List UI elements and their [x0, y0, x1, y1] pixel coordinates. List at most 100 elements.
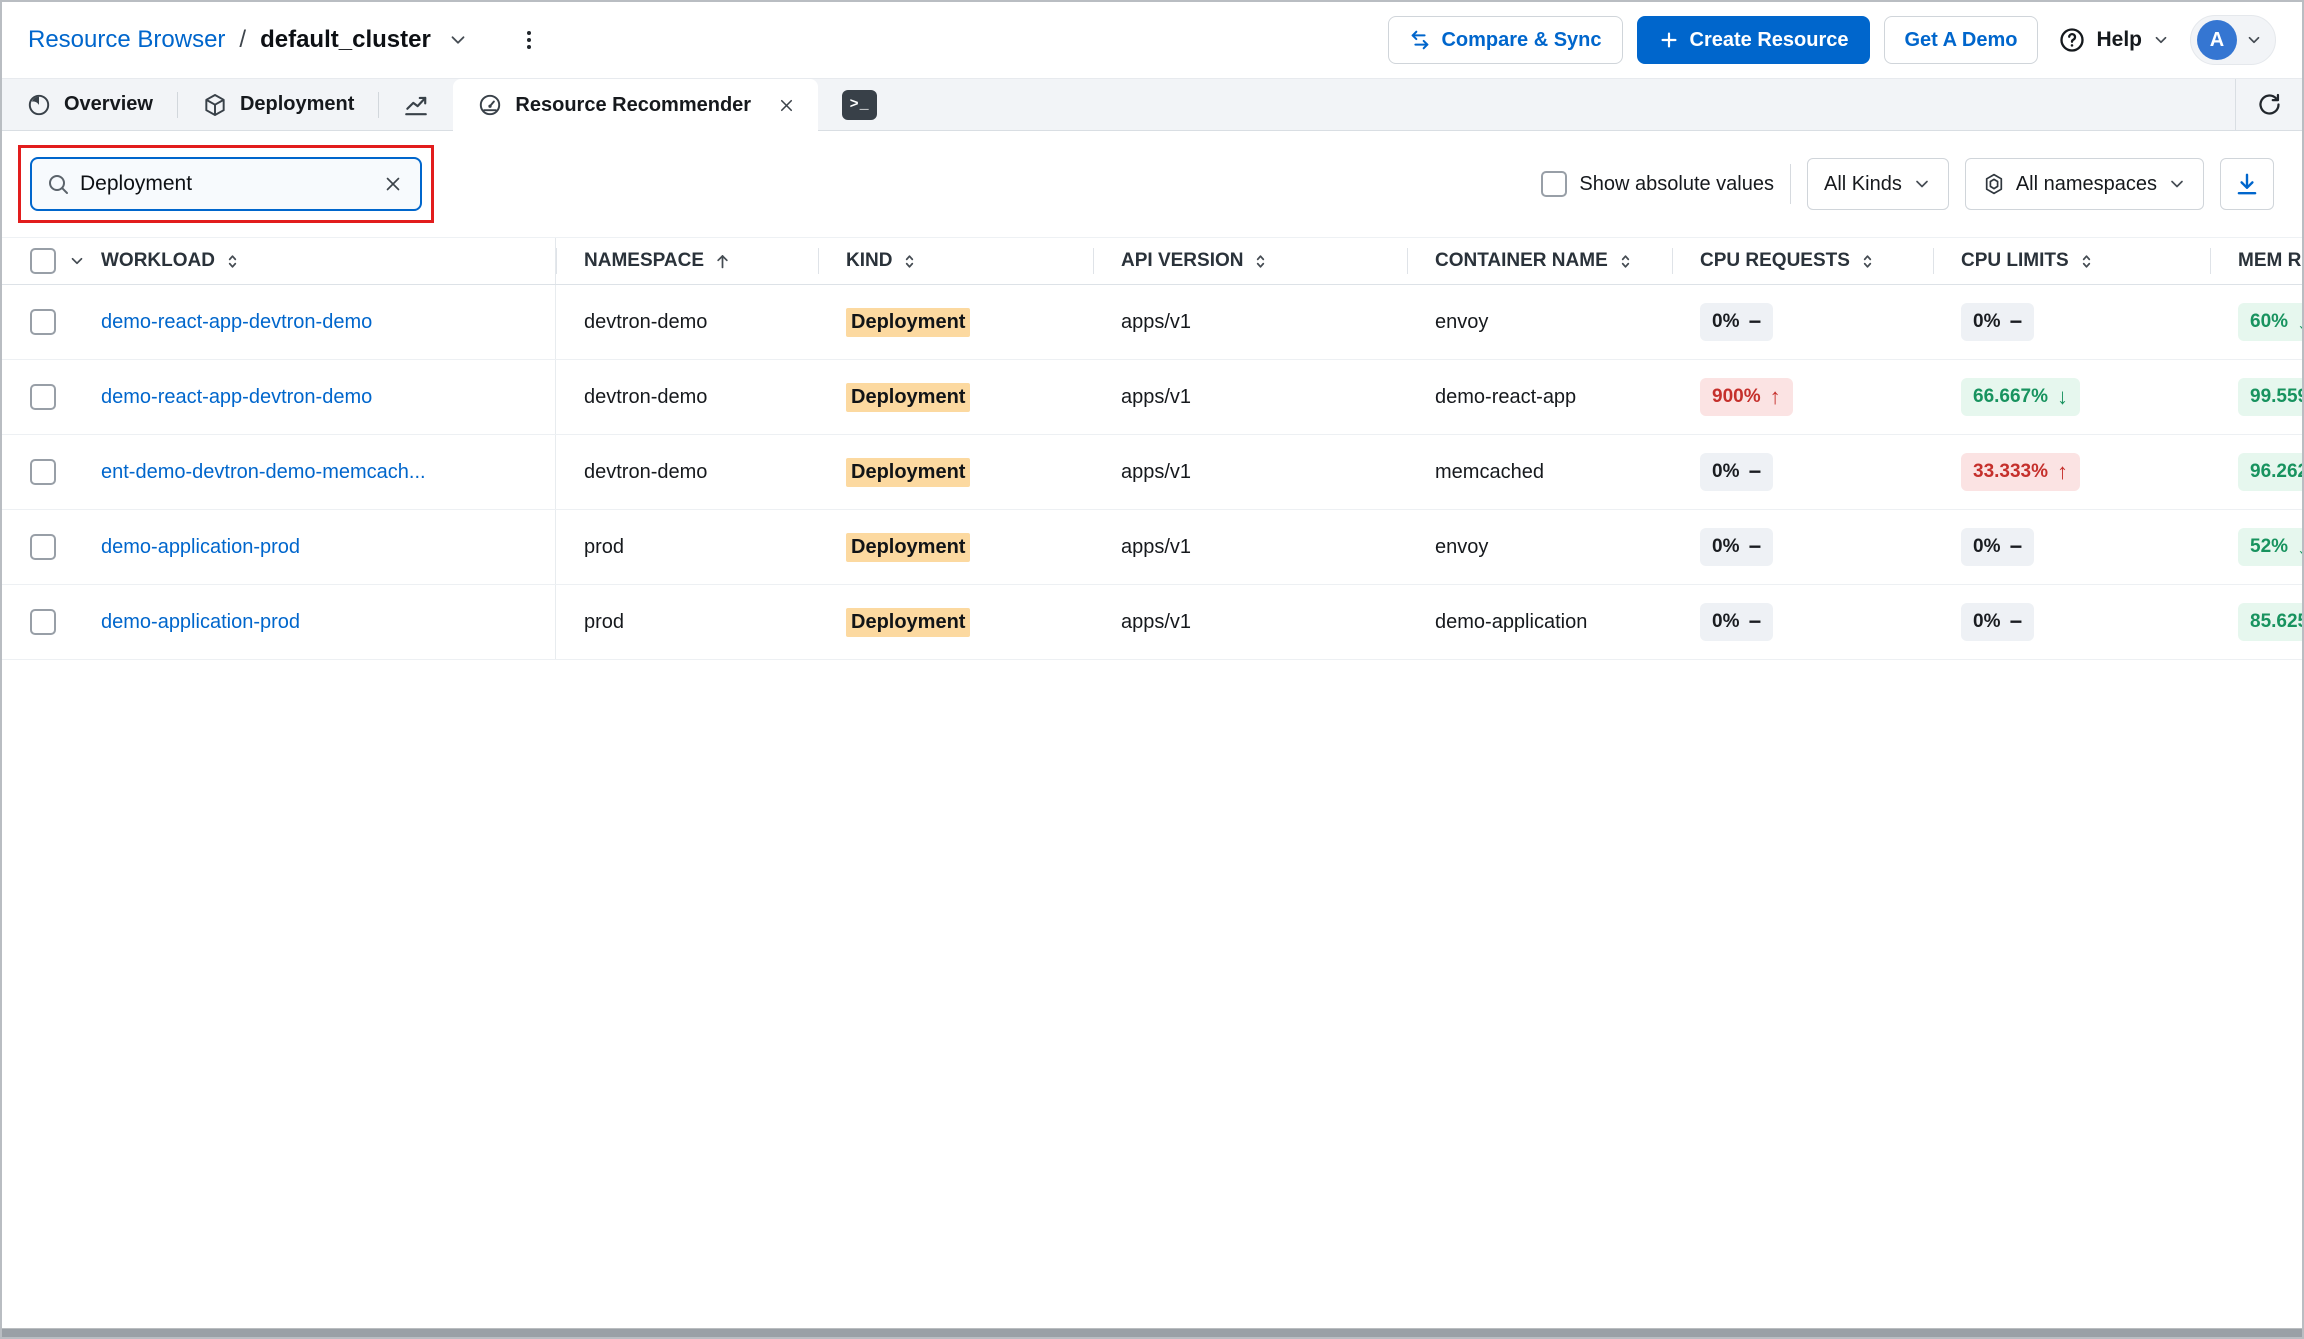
- row-checkbox[interactable]: [30, 309, 56, 335]
- select-all-chevron-down-icon[interactable]: [68, 252, 86, 270]
- cpu-limits-cell: 33.333% ↑: [1933, 435, 2210, 509]
- container-name-cell: envoy: [1435, 310, 1489, 333]
- kind-highlight: Deployment: [846, 607, 971, 637]
- row-checkbox[interactable]: [30, 459, 56, 485]
- help-chevron-down-icon: [2152, 31, 2170, 49]
- show-absolute-values-label: Show absolute values: [1579, 172, 1774, 195]
- sort-both-icon: [224, 253, 241, 270]
- row-checkbox[interactable]: [30, 609, 56, 635]
- sort-ascending-icon: [713, 252, 732, 271]
- overview-icon: [26, 92, 52, 118]
- cpu-limits-badge: 33.333% ↑: [1961, 453, 2081, 491]
- user-menu[interactable]: A: [2190, 15, 2276, 65]
- column-header-cpu-requests[interactable]: CPU REQUESTS: [1672, 238, 1933, 284]
- chevron-down-icon: [1912, 174, 1932, 194]
- cluster-kebab-menu-icon[interactable]: [513, 24, 545, 56]
- breadcrumb-resource-browser-link[interactable]: Resource Browser: [28, 26, 226, 53]
- create-resource-button[interactable]: Create Resource: [1636, 16, 1870, 64]
- compare-sync-button[interactable]: Compare & Sync: [1388, 16, 1623, 64]
- column-header-container-name[interactable]: CONTAINER NAME: [1407, 238, 1672, 284]
- breadcrumb: Resource Browser / default_cluster: [28, 24, 545, 56]
- api-version-cell: apps/v1: [1121, 610, 1192, 633]
- row-select-cell: [2, 585, 95, 659]
- tab-strip-divider: [2235, 79, 2236, 130]
- cpu-limits-cell: 0% −: [1933, 510, 2210, 584]
- download-icon[interactable]: [2220, 158, 2274, 210]
- workload-link[interactable]: demo-application-prod: [101, 610, 301, 633]
- tab-divider: [176, 91, 178, 118]
- container-name-cell: memcached: [1435, 460, 1544, 483]
- search-input[interactable]: [80, 172, 370, 196]
- tab-overview[interactable]: Overview: [2, 79, 177, 130]
- mem-requests-cell: 85.625: [2210, 585, 2302, 659]
- namespace-hexagon-icon: [1982, 172, 2006, 196]
- column-header-api-version[interactable]: API VERSION: [1093, 238, 1407, 284]
- show-absolute-values-checkbox[interactable]: [1541, 171, 1568, 197]
- cpu-requests-cell: 0% −: [1672, 285, 1933, 359]
- row-checkbox[interactable]: [30, 534, 56, 560]
- workload-link[interactable]: ent-demo-devtron-demo-memcach...: [101, 460, 426, 483]
- namespace-cell: devtron-demo: [584, 385, 708, 408]
- trend-icon: ↓: [2057, 384, 2069, 409]
- api-version-cell: apps/v1: [1121, 310, 1192, 333]
- show-absolute-values-toggle[interactable]: Show absolute values: [1541, 171, 1774, 197]
- cpu-requests-cell: 0% −: [1672, 435, 1933, 509]
- toolbar: Show absolute values All Kinds All names…: [2, 131, 2302, 237]
- workload-cell: demo-application-prod: [95, 510, 556, 584]
- table-row: demo-react-app-devtron-demo devtron-demo…: [2, 285, 2302, 360]
- kind-cell: Deployment: [818, 585, 1093, 659]
- namespace-filter-dropdown[interactable]: All namespaces: [1964, 158, 2204, 210]
- mem-requests-cell: 96.262: [2210, 435, 2302, 509]
- tab-deployment[interactable]: Deployment: [178, 79, 378, 130]
- column-header-mem-requests[interactable]: MEM REQUESTS: [2210, 238, 2302, 284]
- tab-terminal[interactable]: >_: [818, 79, 901, 130]
- avatar: A: [2197, 20, 2237, 60]
- search-clear-icon[interactable]: [380, 171, 406, 197]
- row-select-cell: [2, 360, 95, 434]
- kind-cell: Deployment: [818, 510, 1093, 584]
- cpu-limits-badge: 0% −: [1961, 303, 2035, 341]
- column-header-namespace[interactable]: NAMESPACE: [556, 238, 818, 284]
- tab-resource-recommender[interactable]: Resource Recommender: [453, 79, 819, 131]
- api-version-cell: apps/v1: [1121, 535, 1192, 558]
- header-actions: Compare & Sync Create Resource Get A Dem…: [1388, 15, 2276, 65]
- trend-icon: ↓: [2297, 311, 2302, 333]
- mem-requests-badge: 96.262: [2238, 453, 2302, 491]
- container-name-cell: demo-react-app: [1435, 385, 1577, 408]
- trend-icon: ↓: [2297, 536, 2302, 558]
- chart-trend-icon: [403, 92, 429, 118]
- help-menu[interactable]: Help: [2058, 26, 2170, 54]
- sort-both-icon: [1617, 253, 1634, 270]
- cpu-requests-cell: 900% ↑: [1672, 360, 1933, 434]
- kind-highlight: Deployment: [846, 307, 971, 337]
- sort-both-icon: [1859, 253, 1876, 270]
- kind-filter-dropdown[interactable]: All Kinds: [1807, 158, 1949, 210]
- get-a-demo-button[interactable]: Get A Demo: [1883, 16, 2039, 64]
- table-row: ent-demo-devtron-demo-memcach... devtron…: [2, 435, 2302, 510]
- table-row: demo-application-prod prod Deployment ap…: [2, 510, 2302, 585]
- kind-cell: Deployment: [818, 360, 1093, 434]
- select-all-checkbox[interactable]: [30, 248, 56, 274]
- refresh-icon[interactable]: [2236, 79, 2302, 130]
- row-select-cell: [2, 510, 95, 584]
- column-header-cpu-limits[interactable]: CPU LIMITS: [1933, 238, 2210, 284]
- row-checkbox[interactable]: [30, 384, 56, 410]
- workload-link[interactable]: demo-react-app-devtron-demo: [101, 310, 373, 333]
- toolbar-divider: [1790, 164, 1791, 204]
- tab-monitoring[interactable]: [379, 79, 453, 130]
- cpu-limits-cell: 0% −: [1933, 585, 2210, 659]
- api-version-cell: apps/v1: [1121, 385, 1192, 408]
- sort-both-icon: [1252, 253, 1269, 270]
- column-header-workload[interactable]: WORKLOAD: [95, 238, 556, 284]
- column-header-kind[interactable]: KIND: [818, 238, 1093, 284]
- cluster-switch-chevron-down-icon[interactable]: [447, 29, 469, 51]
- swap-arrows-icon: [1409, 29, 1431, 51]
- trend-icon: −: [1748, 309, 1762, 334]
- tab-close-icon[interactable]: [773, 92, 800, 119]
- terminal-icon: >_: [842, 89, 878, 120]
- trend-icon: ↑: [2057, 459, 2069, 484]
- workload-link[interactable]: demo-application-prod: [101, 535, 301, 558]
- cpu-requests-cell: 0% −: [1672, 510, 1933, 584]
- workload-link[interactable]: demo-react-app-devtron-demo: [101, 385, 373, 408]
